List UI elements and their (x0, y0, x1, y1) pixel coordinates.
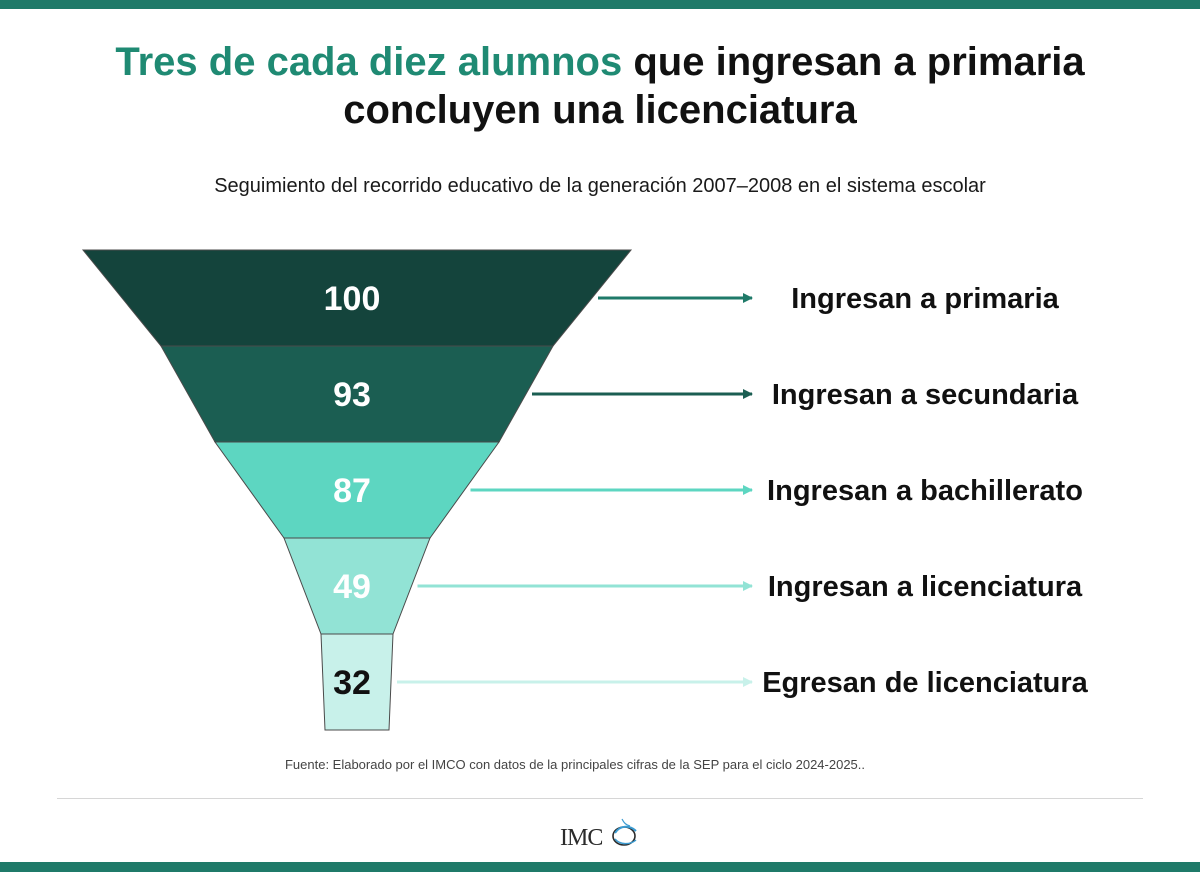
title-second-line: concluyen una licenciatura (343, 88, 857, 132)
svg-text:IMC: IMC (560, 825, 602, 851)
source-note: Fuente: Elaborado por el IMCO con datos … (284, 757, 866, 772)
funnel-value-label-3: 87 (333, 472, 371, 510)
funnel-segment-5 (320, 633, 394, 731)
chart-subtitle: Seguimiento del recorrido educativo de l… (214, 175, 986, 197)
title-rest-text: que ingresan a primaria (622, 40, 1085, 84)
imco-logo: IMC (560, 818, 637, 851)
chart-title: Tres de cada diez alumnos que ingresan a… (0, 38, 1200, 134)
footer-divider (57, 798, 1143, 799)
funnel-stage-label-5: Egresan de licenciatura (762, 667, 1088, 699)
funnel-value-label-2: 93 (333, 376, 371, 414)
funnel-value-label-4: 49 (333, 568, 371, 606)
funnel-stage-label-1: Ingresan a primaria (791, 283, 1059, 315)
bottom-accent-bar (0, 862, 1200, 872)
funnel-stage-label-3: Ingresan a bachillerato (767, 475, 1083, 507)
top-accent-bar (0, 0, 1200, 9)
funnel-value-label-1: 100 (324, 280, 381, 318)
funnel-value-label-5: 32 (333, 664, 371, 702)
funnel-stage-label-2: Ingresan a secundaria (772, 379, 1079, 411)
title-accent-text: Tres de cada diez alumnos (115, 40, 623, 84)
funnel-stage-label-4: Ingresan a licenciatura (768, 571, 1083, 603)
